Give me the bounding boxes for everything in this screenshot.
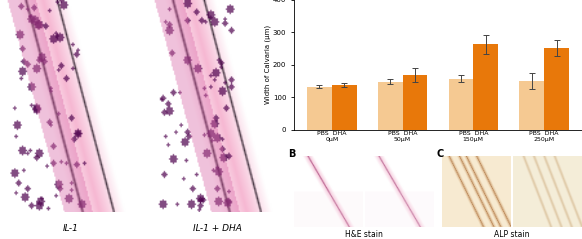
Bar — [378, 82, 403, 130]
Bar — [403, 75, 427, 130]
Text: ALP stain: ALP stain — [494, 230, 530, 239]
Y-axis label: Width of Calvaria (μm): Width of Calvaria (μm) — [265, 25, 271, 104]
Text: H&E stain: H&E stain — [345, 230, 383, 239]
Text: C: C — [436, 149, 444, 159]
Bar — [449, 79, 473, 130]
Bar — [307, 87, 332, 130]
Text: IL-1: IL-1 — [63, 224, 79, 233]
Bar — [332, 85, 357, 130]
Text: B: B — [289, 149, 296, 159]
Bar — [473, 44, 498, 130]
Text: IL-1 + DHA: IL-1 + DHA — [193, 224, 242, 233]
Bar — [519, 81, 544, 130]
Bar — [544, 48, 569, 130]
